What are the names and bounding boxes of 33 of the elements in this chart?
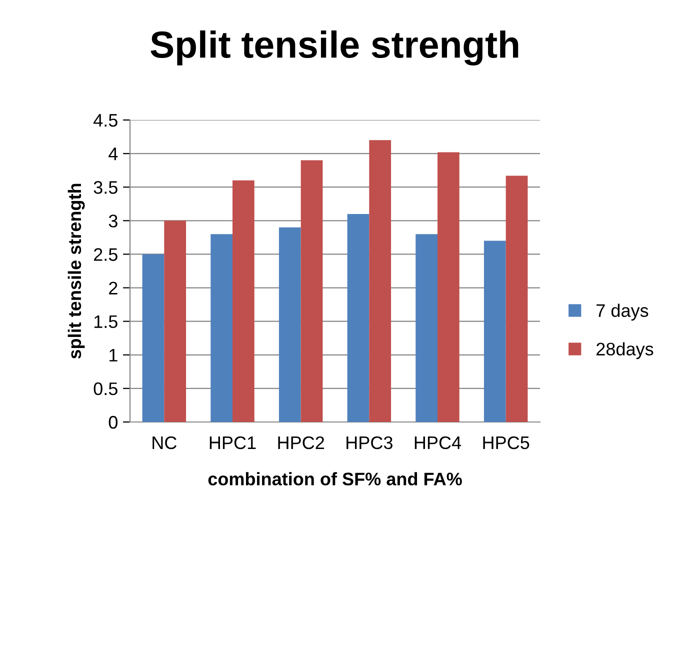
bar xyxy=(278,227,301,422)
y-axis-title: split tensile strength xyxy=(68,184,85,359)
x-tick-label: HPC4 xyxy=(414,436,462,450)
legend-label: 28days xyxy=(596,342,654,360)
y-tick-label: 1.5 xyxy=(94,315,118,328)
x-tick-label: HPC2 xyxy=(278,436,324,450)
bar xyxy=(164,220,186,422)
bar xyxy=(142,254,164,422)
bar xyxy=(506,176,528,422)
chart-title: Split tensile strength xyxy=(150,30,518,66)
x-tick-label: HPC5 xyxy=(483,436,530,450)
y-tick-label: 4 xyxy=(108,148,118,160)
x-tick-label: HPC3 xyxy=(346,436,392,450)
x-axis-title: combination of SF% and FA% xyxy=(208,472,462,486)
bar xyxy=(484,240,506,422)
y-tick-label: 0 xyxy=(108,416,118,429)
x-tick-label: HPC1 xyxy=(210,436,256,450)
x-tick-label: NC xyxy=(152,436,177,450)
y-tick-label: 3 xyxy=(108,214,118,228)
bar xyxy=(300,160,323,422)
y-tick-label: 1 xyxy=(110,349,118,362)
y-tick-label: 3.5 xyxy=(94,181,118,194)
bar xyxy=(416,234,438,422)
y-tick-label: 0.5 xyxy=(94,382,118,396)
bar xyxy=(347,214,370,422)
legend-label: 7 days xyxy=(596,304,648,321)
bar xyxy=(369,140,392,422)
y-tick-label: 2 xyxy=(109,282,118,294)
bar xyxy=(210,234,232,422)
y-tick-label: 2.5 xyxy=(94,248,118,261)
bar xyxy=(232,180,254,422)
y-tick-label: 4.5 xyxy=(94,114,118,127)
bar xyxy=(438,152,460,422)
